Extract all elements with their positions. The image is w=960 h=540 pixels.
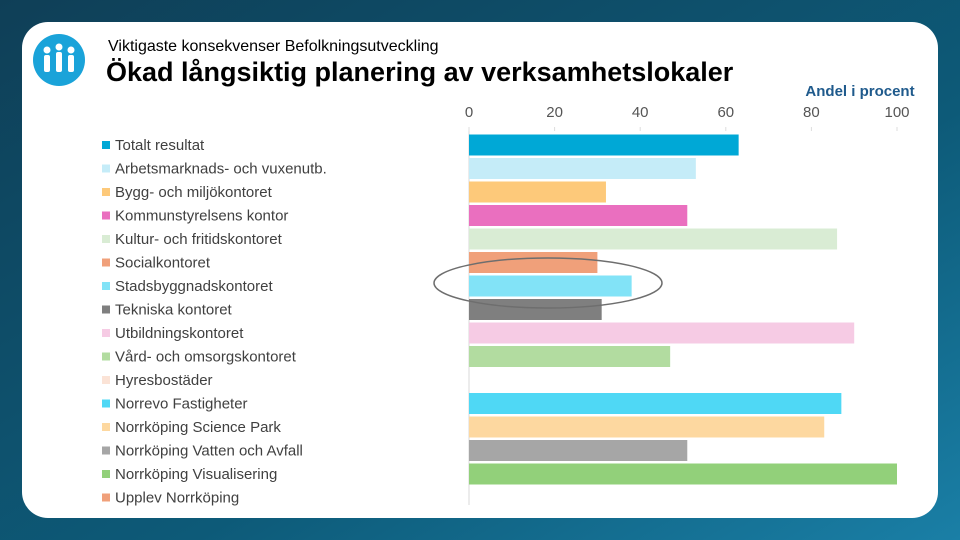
x-tick-label: 20 — [546, 104, 563, 121]
legend-label: Arbetsmarknads- och vuxenutb. — [115, 160, 327, 177]
legend-swatch — [102, 188, 110, 196]
legend-swatch — [102, 446, 110, 455]
bar — [469, 463, 897, 485]
bar — [469, 228, 838, 250]
legend-swatch — [102, 423, 110, 431]
legend-swatch — [102, 235, 110, 243]
legend-swatch — [102, 282, 110, 290]
legend-label: Utbildningskontoret — [115, 325, 244, 342]
legend-swatch — [102, 305, 110, 314]
legend-swatch — [102, 329, 110, 337]
legend-swatch — [102, 376, 110, 384]
chart-title: Ökad långsiktig planering av verksamhets… — [106, 57, 734, 87]
bar — [469, 393, 842, 414]
legend-swatch — [102, 352, 110, 361]
legend-swatch — [102, 399, 110, 408]
bar — [469, 322, 855, 344]
x-tick-label: 0 — [465, 104, 473, 121]
legend-label: Upplev Norrköping — [115, 489, 239, 506]
bar — [469, 440, 688, 461]
legend-swatch — [102, 141, 110, 149]
bar — [469, 275, 632, 297]
bar — [469, 346, 671, 367]
legend-label: Norrköping Visualisering — [115, 466, 277, 483]
plot: 0 20 40 60 80 100 Totalt resultat Arbetsmarknad… — [102, 104, 910, 506]
legend-label: Kultur- och fritidskontoret — [115, 231, 283, 248]
legend-swatch — [102, 164, 110, 173]
x-tick-label: 80 — [803, 104, 820, 121]
legend-label: Tekniska kontoret — [115, 301, 233, 318]
bar — [469, 134, 739, 156]
bar — [469, 205, 688, 226]
legend-label: Socialkontoret — [115, 254, 211, 271]
axis-label: Andel i procent — [805, 83, 914, 100]
legend-label: Hyresbostäder — [115, 372, 213, 389]
subtitle: Viktigaste konsekvenser Befolkningsutvec… — [108, 38, 439, 55]
bar — [469, 158, 696, 179]
bar — [469, 416, 825, 438]
legend-swatch — [102, 258, 110, 267]
bar — [469, 299, 602, 320]
legend-label: Bygg- och miljökontoret — [115, 184, 273, 201]
x-tick-label: 100 — [884, 104, 909, 121]
logo-icon — [33, 34, 85, 86]
bar — [469, 252, 598, 273]
x-tick-label: 40 — [632, 104, 649, 121]
legend-label: Norrköping Vatten och Avfall — [115, 442, 303, 459]
legend-swatch — [102, 493, 110, 502]
legend-label: Kommunstyrelsens kontor — [115, 207, 288, 224]
x-tick-label: 60 — [717, 104, 734, 121]
legend-swatch — [102, 211, 110, 220]
highlight-ellipse — [433, 257, 663, 309]
legend-label: Norrevo Fastigheter — [115, 395, 248, 412]
legend-swatch — [102, 470, 110, 478]
legend-label: Stadsbyggnadskontoret — [115, 278, 273, 295]
legend-label: Norrköping Science Park — [115, 419, 281, 436]
bar — [469, 181, 606, 203]
legend-label: Vård- och omsorgskontoret — [115, 348, 297, 365]
legend-label: Totalt resultat — [115, 137, 205, 154]
